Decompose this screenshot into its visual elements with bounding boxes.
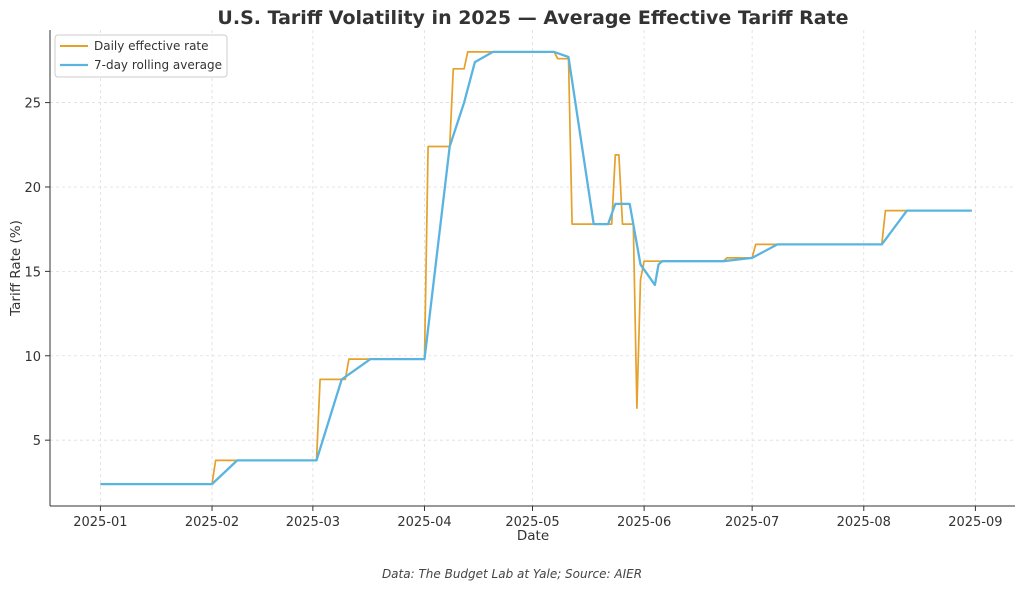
x-tick-label: 2025-01 (73, 515, 127, 530)
y-tick-label: 15 (24, 265, 41, 280)
series-lines (100, 50, 972, 486)
series-line-daily-rate (100, 51, 972, 485)
x-tick-label: 2025-09 (948, 515, 1002, 530)
x-tick-label: 2025-05 (505, 515, 559, 530)
y-tick-label: 20 (24, 181, 41, 196)
grid (50, 30, 1015, 506)
y-tick-label: 25 (24, 97, 41, 112)
x-axis-label: Date (517, 528, 549, 544)
x-tick-label: 2025-03 (286, 515, 340, 530)
y-tick-label: 10 (24, 350, 41, 365)
legend: Daily effective rate 7-day rolling avera… (54, 34, 228, 78)
footnote: Data: The Budget Lab at Yale; Source: AI… (382, 567, 642, 581)
x-tick-label: 2025-06 (617, 515, 671, 530)
x-tick-label: 2025-02 (185, 515, 239, 530)
y-axis-ticks: 5 10 15 20 25 (24, 97, 50, 449)
x-tick-label: 2025-08 (837, 515, 891, 530)
legend-label-rolling: 7-day rolling average (94, 58, 222, 72)
y-tick-label: 5 (33, 434, 41, 449)
x-axis-ticks: 2025-01 2025-02 2025-03 2025-04 2025-05 2025-… (73, 506, 1003, 530)
legend-label-daily: Daily effective rate (94, 39, 209, 53)
legend-box (54, 34, 228, 78)
y-axis-label: Tariff Rate (%) (8, 220, 24, 317)
chart-title: U.S. Tariff Volatility in 2025 — Average… (217, 7, 848, 29)
series-line-rolling-average (100, 50, 972, 486)
x-tick-label: 2025-04 (397, 515, 451, 530)
x-tick-label: 2025-07 (725, 515, 779, 530)
